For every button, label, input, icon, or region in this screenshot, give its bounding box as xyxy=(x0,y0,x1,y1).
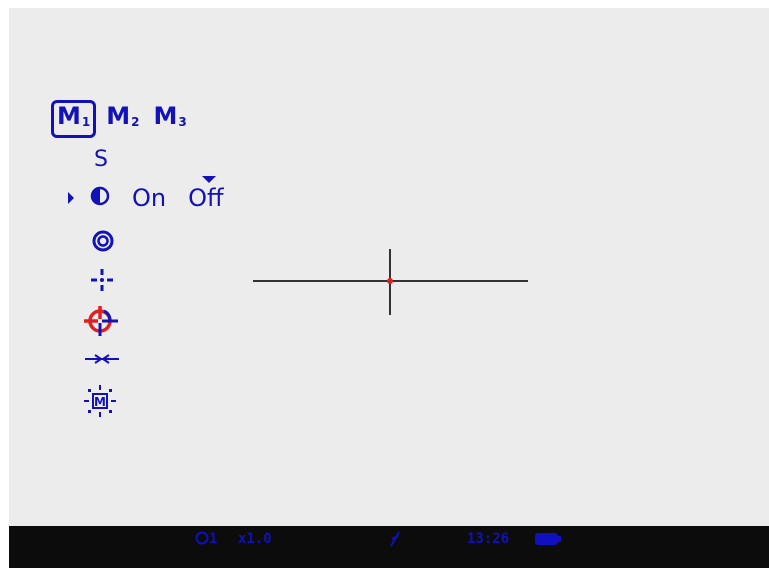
option-off[interactable]: Off xyxy=(188,176,224,212)
menu-item-s-label: S xyxy=(94,147,108,172)
svg-text:M: M xyxy=(94,395,106,409)
profile-sub: 2 xyxy=(131,115,140,129)
clock: 13:26 xyxy=(467,531,510,547)
profile-m2[interactable]: M2 xyxy=(106,103,139,135)
profile-indicator-value: 1 xyxy=(209,531,218,547)
dot-cross-reticle-icon[interactable] xyxy=(89,267,115,293)
circle-icon xyxy=(195,531,209,545)
zero-arrows-icon[interactable] xyxy=(85,351,119,367)
zoom-indicator: x1.0 xyxy=(238,531,272,547)
menu-item-mode[interactable]: On Off xyxy=(68,176,224,212)
profile-selector: M1 M2 M3 xyxy=(51,100,201,138)
selected-marker-icon xyxy=(202,176,217,183)
crosshair-target-icon[interactable] xyxy=(84,306,118,336)
wifi-off-icon xyxy=(389,531,401,551)
profile-letter: M xyxy=(153,102,178,130)
ring-icon[interactable] xyxy=(91,229,115,253)
brightness-manual-icon[interactable]: M xyxy=(82,383,118,419)
battery-full-icon xyxy=(534,532,562,550)
profile-m3[interactable]: M3 xyxy=(154,103,187,135)
menu-item-s[interactable]: S xyxy=(94,147,108,172)
option-on[interactable]: On xyxy=(132,184,167,212)
option-off-label: Off xyxy=(188,184,224,212)
contrast-half-circle-icon xyxy=(90,186,110,210)
selection-pointer-icon xyxy=(68,192,74,204)
reticle-crosshair xyxy=(253,247,528,317)
profile-sub: 3 xyxy=(178,115,187,129)
profile-m1[interactable]: M1 xyxy=(51,100,97,138)
profile-letter: M xyxy=(106,102,131,130)
profile-sub: 1 xyxy=(81,115,91,129)
status-bar xyxy=(9,526,769,568)
reticle-center-dot xyxy=(387,278,393,284)
profile-indicator: 1 xyxy=(195,531,217,547)
profile-letter: M xyxy=(57,102,81,130)
